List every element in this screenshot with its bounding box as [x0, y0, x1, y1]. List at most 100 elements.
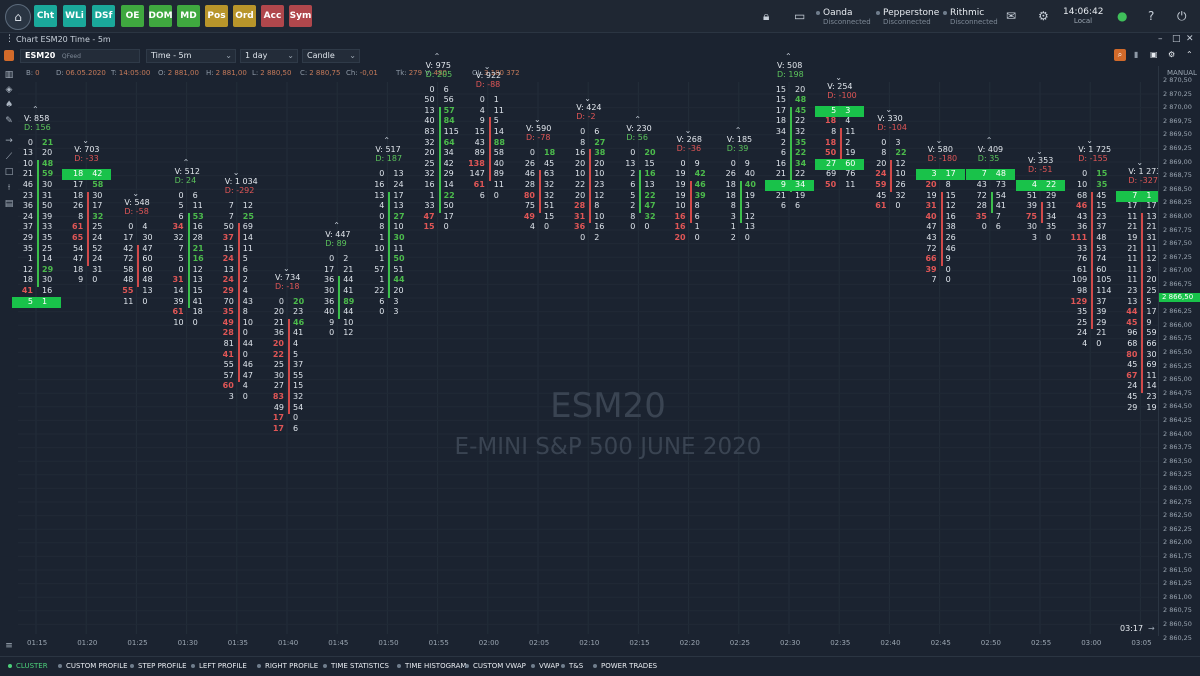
- cluster-chart[interactable]: ESM20 E-MINI S&P 500 JUNE 2020 ⌃ V: 858 D:…: [12, 52, 1166, 634]
- tab-vwap[interactable]: VWAP: [527, 660, 563, 672]
- cluster-ask: 25: [92, 222, 103, 232]
- cluster-delta: D: -180: [927, 154, 958, 164]
- cluster-bid: 21: [1127, 222, 1138, 232]
- menu-icon[interactable]: ≡: [5, 641, 13, 651]
- minimize-icon[interactable]: –: [1158, 34, 1163, 44]
- help-icon[interactable]: ?: [1148, 9, 1155, 23]
- chart-icon[interactable]: ▥: [4, 70, 14, 80]
- power-icon[interactable]: ⏻: [1177, 9, 1187, 23]
- module-md-button[interactable]: MD: [177, 5, 200, 27]
- cluster-ask: 10: [594, 169, 605, 179]
- scroll-right-icon[interactable]: →: [1148, 624, 1155, 633]
- cluster-ask: 17: [92, 201, 103, 211]
- messages-icon[interactable]: ✉: [1006, 9, 1017, 23]
- cluster-ask: 20: [393, 286, 404, 295]
- search-icon[interactable]: ⌕: [1114, 49, 1126, 61]
- module-dom-button[interactable]: DOM: [148, 5, 173, 27]
- maximize-icon[interactable]: □: [1172, 34, 1181, 44]
- module-wli-button[interactable]: WLi: [63, 5, 86, 27]
- connection-rithmic[interactable]: Rithmic Disconnected: [943, 8, 998, 26]
- trash-icon[interactable]: ▮: [1134, 50, 1139, 59]
- tab-cluster[interactable]: CLUSTER: [4, 660, 52, 672]
- cluster-ask: 13: [393, 201, 404, 211]
- cluster-ask: 35: [795, 137, 807, 147]
- tab-label: VWAP: [539, 662, 560, 670]
- collapse-icon[interactable]: ⌃: [1186, 50, 1193, 59]
- info-item: O: 2 881,00: [158, 69, 199, 77]
- fibonacci-icon[interactable]: ⟊: [7, 183, 11, 193]
- cluster-volume: V: 409: [977, 145, 1004, 155]
- connection-pepperstone[interactable]: Pepperstone Disconnected: [876, 8, 939, 26]
- cluster-ask: 19: [795, 190, 806, 200]
- user-icon[interactable]: ●: [1117, 9, 1128, 23]
- module-cht-button[interactable]: Cht: [34, 5, 57, 27]
- tab-time-histogram[interactable]: TIME HISTOGRAM: [393, 660, 470, 672]
- screenshot-icon[interactable]: ▣: [1150, 50, 1158, 59]
- price-axis[interactable]: MANUAL 2 870,50 2 870,25 2 870,00 2 869,75 2…: [1158, 66, 1200, 642]
- price-label: 2 869,75: [1163, 116, 1192, 125]
- cluster-ask: 0: [293, 413, 299, 423]
- info-label: OI:: [472, 69, 482, 77]
- layout-icon[interactable]: ▭: [794, 9, 806, 23]
- lock-icon[interactable]: 🔒︎: [763, 9, 770, 23]
- chart-type-dropdown[interactable]: Candle ⌄: [302, 49, 360, 63]
- tab-time-statistics[interactable]: TIME STATISTICS: [319, 660, 393, 672]
- cluster-bid: 20: [424, 148, 435, 158]
- cluster-bid: 49: [523, 211, 535, 221]
- module-acc-button[interactable]: Acc: [261, 5, 284, 27]
- cluster-ask: 0: [142, 296, 148, 306]
- time-axis[interactable]: 01:15 01:20 01:25 01:30 01:35 01:40 01:45 01:50…: [18, 637, 1158, 649]
- cluster-bid: 32: [173, 233, 184, 242]
- price-label: 2 862,75: [1163, 497, 1192, 506]
- timeframe-dropdown[interactable]: Time - 5m ⌄: [146, 49, 236, 63]
- cluster-ask: 34: [1046, 211, 1057, 221]
- cluster-ask: 35: [1046, 222, 1057, 232]
- module-sym-button[interactable]: Sym: [289, 5, 312, 27]
- axis-mode[interactable]: MANUAL: [1167, 69, 1197, 77]
- pencil-icon[interactable]: ✎: [5, 116, 13, 126]
- tab-right-profile[interactable]: RIGHT PROFILE: [253, 660, 322, 672]
- settings-icon[interactable]: ⚙: [1168, 50, 1176, 59]
- alert-icon[interactable]: ♠: [4, 100, 14, 110]
- cluster-bid: 13: [1127, 296, 1138, 306]
- tab-custom-vwap[interactable]: CUSTOM VWAP: [461, 660, 530, 672]
- cluster-ask: 51: [544, 201, 555, 211]
- cluster-bid: 15: [474, 127, 485, 136]
- tab-custom-profile[interactable]: CUSTOM PROFILE: [54, 660, 132, 672]
- module-oe-button[interactable]: OE: [121, 5, 144, 27]
- cluster-bid: 24: [222, 275, 234, 285]
- cluster-bid: 28: [574, 201, 586, 211]
- price-label: 2 862,50: [1163, 511, 1192, 520]
- cluster-bid: 41: [21, 286, 33, 295]
- trend-line-icon[interactable]: ⟋: [5, 152, 13, 162]
- tab-power-trades[interactable]: POWER TRADES: [589, 660, 661, 672]
- tab-step-profile[interactable]: STEP PROFILE: [126, 660, 191, 672]
- cluster-ask: 46: [242, 360, 253, 370]
- cluster-bid: 30: [1026, 222, 1037, 232]
- rectangle-icon[interactable]: □: [4, 167, 14, 177]
- cluster-volume: V: 548: [124, 198, 150, 208]
- cluster-ask: 22: [443, 190, 455, 200]
- symbol-selector[interactable]: ESM20 QFeed: [20, 49, 140, 63]
- connection-name: Oanda: [823, 8, 853, 18]
- close-icon[interactable]: ✕: [1186, 34, 1194, 44]
- cluster-ask: 38: [594, 148, 606, 158]
- module-ord-button[interactable]: Ord: [233, 5, 256, 27]
- link-color-icon[interactable]: [4, 50, 14, 61]
- window-menu-icon[interactable]: ⋮: [5, 34, 14, 44]
- module-pos-button[interactable]: Pos: [205, 5, 228, 27]
- connection-oanda[interactable]: Oanda Disconnected: [816, 8, 871, 26]
- tab-left-profile[interactable]: LEFT PROFILE: [187, 660, 251, 672]
- app-logo-icon[interactable]: ⌂: [5, 4, 31, 30]
- cluster-ask: 74: [1096, 254, 1107, 264]
- tab-t-s[interactable]: T&S: [557, 660, 587, 672]
- module-dsf-button[interactable]: DSf: [92, 5, 115, 27]
- gear-icon[interactable]: ⚙: [1038, 9, 1049, 23]
- cluster-bid: 24: [1077, 328, 1088, 338]
- template-icon[interactable]: ▤: [4, 199, 14, 209]
- period-dropdown[interactable]: 1 day ⌄: [240, 49, 298, 63]
- layers-icon[interactable]: ◈: [5, 85, 13, 95]
- cluster-ask: 23: [1096, 211, 1107, 221]
- horizontal-line-icon[interactable]: →: [5, 136, 13, 146]
- cluster-ask: 63: [544, 169, 555, 179]
